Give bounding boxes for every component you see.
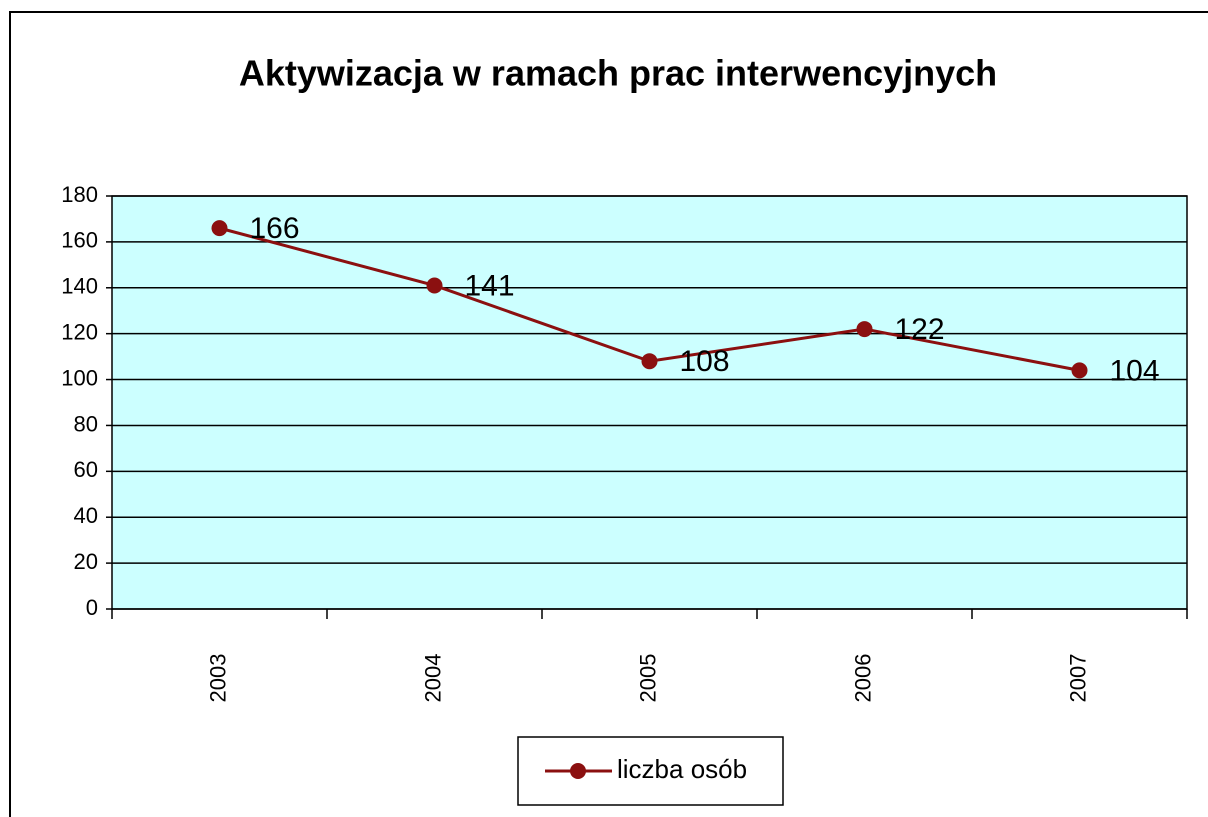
data-label: 166 <box>250 212 300 245</box>
y-tick-label: 40 <box>74 503 98 528</box>
x-tick-label: 2005 <box>635 654 660 703</box>
data-label: 141 <box>465 269 515 302</box>
legend-marker <box>570 763 586 779</box>
point <box>641 353 658 370</box>
y-tick-label: 20 <box>74 549 98 574</box>
y-tick-label: 60 <box>74 457 98 482</box>
y-tick-label: 100 <box>61 365 98 390</box>
x-tick-label: 2003 <box>205 654 230 703</box>
point <box>1071 362 1088 379</box>
point <box>426 277 443 294</box>
y-tick-label: 180 <box>61 182 98 207</box>
data-label: 122 <box>895 313 945 346</box>
x-tick-label: 2004 <box>420 654 445 703</box>
y-tick-label: 120 <box>61 319 98 344</box>
point <box>211 220 228 237</box>
legend-label: liczba osób <box>617 754 747 784</box>
y-tick-label: 160 <box>61 228 98 253</box>
data-label: 104 <box>1110 354 1160 387</box>
y-tick-label: 80 <box>74 411 98 436</box>
plot-area <box>111 195 1188 610</box>
point <box>856 321 873 338</box>
data-label: 108 <box>680 345 730 378</box>
y-tick-label: 140 <box>61 274 98 299</box>
chart-title: Aktywizacja w ramach prac interwencyjnyc… <box>239 53 997 94</box>
x-tick-label: 2007 <box>1065 654 1090 703</box>
y-tick-label: 0 <box>86 595 98 620</box>
x-tick-label: 2006 <box>850 654 875 703</box>
